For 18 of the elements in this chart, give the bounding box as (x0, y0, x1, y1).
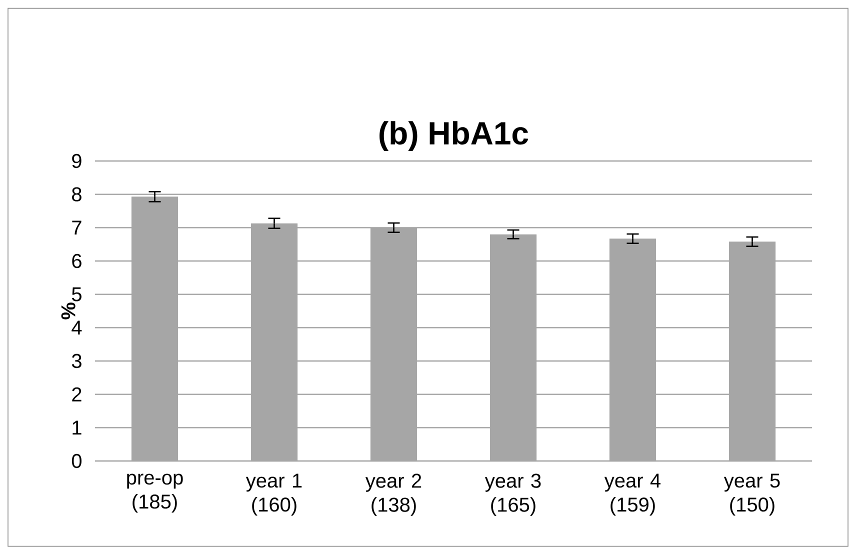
y-tick-label: 0 (72, 454, 82, 468)
x-tick-label: year 5 (150) (724, 474, 780, 516)
y-tick-label: 3 (72, 354, 82, 368)
y-tick-label: 4 (72, 320, 82, 335)
y-tick-label: 8 (72, 187, 82, 202)
y-tick-label: 5 (72, 287, 82, 302)
y-tick-label: 9 (72, 154, 82, 168)
y-tick-label: 6 (72, 254, 82, 268)
x-tick-label: year 4 (159) (604, 474, 660, 516)
x-tick-label: pre-op (185) (127, 474, 183, 513)
x-tick-label: year 2 (138) (365, 474, 422, 516)
chart-title: (b) HbA1c (380, 121, 528, 151)
x-tick-label: year 3 (165) (484, 474, 541, 516)
y-tick-label: 1 (72, 420, 82, 435)
y-tick-label: 2 (72, 387, 82, 402)
y-axis-title: % (61, 302, 76, 320)
x-tick-label: year 1 (160) (246, 474, 302, 516)
y-tick-label: 7 (72, 220, 82, 235)
